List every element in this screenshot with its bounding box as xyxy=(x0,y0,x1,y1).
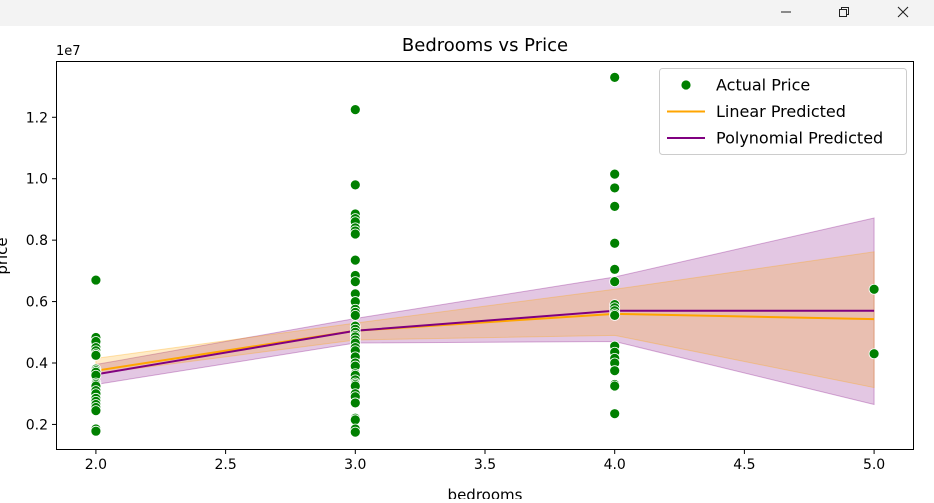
actual-price-point xyxy=(609,71,621,83)
actual-price-point xyxy=(609,200,621,212)
actual-price-point xyxy=(349,104,361,116)
y-tick-label: 0.2 xyxy=(26,417,48,433)
linear-confidence-band xyxy=(95,251,875,389)
actual-price-point xyxy=(90,274,102,286)
y-tick-label: 0.4 xyxy=(26,356,48,372)
x-tick-label: 2.5 xyxy=(214,457,236,473)
window-titlebar xyxy=(0,0,934,26)
actual-price-point xyxy=(90,405,102,417)
legend-marker-actual-price xyxy=(680,79,692,91)
actual-price-point xyxy=(609,276,621,288)
actual-price-point xyxy=(349,309,361,321)
actual-price-point xyxy=(90,349,102,361)
y-axis-offset-label: 1e7 xyxy=(56,44,81,59)
x-tick-label: 3.0 xyxy=(344,457,366,473)
x-axis: 2.0 2.5 3.0 3.5 4.0 4.5 5.0 xyxy=(85,449,885,473)
minimize-icon xyxy=(781,11,791,13)
chart-container: Bedrooms vs Price 1e7 2.0 2.5 3.0 3.5 4.0 4.5… xyxy=(0,26,934,503)
y-tick-label: 0.6 xyxy=(26,295,48,311)
y-axis: 0.2 0.4 0.6 0.8 1.0 1.2 xyxy=(26,110,57,433)
x-tick-label: 2.0 xyxy=(85,457,107,473)
actual-price-point xyxy=(349,426,361,438)
actual-price-point xyxy=(90,425,102,437)
actual-price-point xyxy=(349,228,361,240)
x-tick-label: 4.0 xyxy=(604,457,626,473)
actual-price-point xyxy=(609,380,621,392)
scatter-points xyxy=(90,71,880,438)
x-tick-label: 4.5 xyxy=(733,457,755,473)
actual-price-point xyxy=(349,397,361,409)
actual-price-point xyxy=(349,414,361,426)
x-tick-label: 3.5 xyxy=(474,457,496,473)
legend: Actual Price Linear Predicted Polynomial P… xyxy=(659,68,907,155)
actual-price-point xyxy=(349,276,361,288)
minimize-button[interactable] xyxy=(763,0,809,24)
chart-title: Bedrooms vs Price xyxy=(402,35,568,56)
linear-predicted-line xyxy=(95,312,875,372)
actual-price-point xyxy=(349,254,361,266)
actual-price-point xyxy=(609,168,621,180)
restore-icon xyxy=(839,7,849,17)
actual-price-point xyxy=(609,263,621,275)
actual-price-point xyxy=(609,365,621,377)
close-icon xyxy=(897,6,909,18)
actual-price-point xyxy=(868,348,880,360)
legend-label-linear-predicted: Linear Predicted xyxy=(716,102,846,121)
x-axis-label: bedrooms xyxy=(448,486,523,499)
actual-price-point xyxy=(868,283,880,295)
actual-price-point xyxy=(609,182,621,194)
polynomial-confidence-band xyxy=(95,217,875,406)
y-tick-label: 1.0 xyxy=(26,172,48,188)
actual-price-point xyxy=(609,408,621,420)
actual-price-point xyxy=(609,237,621,249)
y-axis-label: price xyxy=(0,237,11,274)
legend-box xyxy=(659,68,907,155)
polynomial-predicted-line xyxy=(95,309,875,376)
close-button[interactable] xyxy=(880,0,926,24)
actual-price-point xyxy=(349,179,361,191)
plot-frame xyxy=(56,61,914,450)
x-tick-label: 5.0 xyxy=(863,457,885,473)
legend-label-polynomial-predicted: Polynomial Predicted xyxy=(716,129,883,148)
prediction-lines xyxy=(95,309,875,376)
legend-label-actual-price: Actual Price xyxy=(716,76,810,95)
chart-svg: Bedrooms vs Price 1e7 2.0 2.5 3.0 3.5 4.0 4.5… xyxy=(0,35,914,503)
actual-price-point xyxy=(609,309,621,321)
y-tick-label: 0.8 xyxy=(26,233,48,249)
y-tick-label: 1.2 xyxy=(26,110,48,126)
confidence-bands xyxy=(95,217,875,406)
restore-button[interactable] xyxy=(821,0,867,24)
